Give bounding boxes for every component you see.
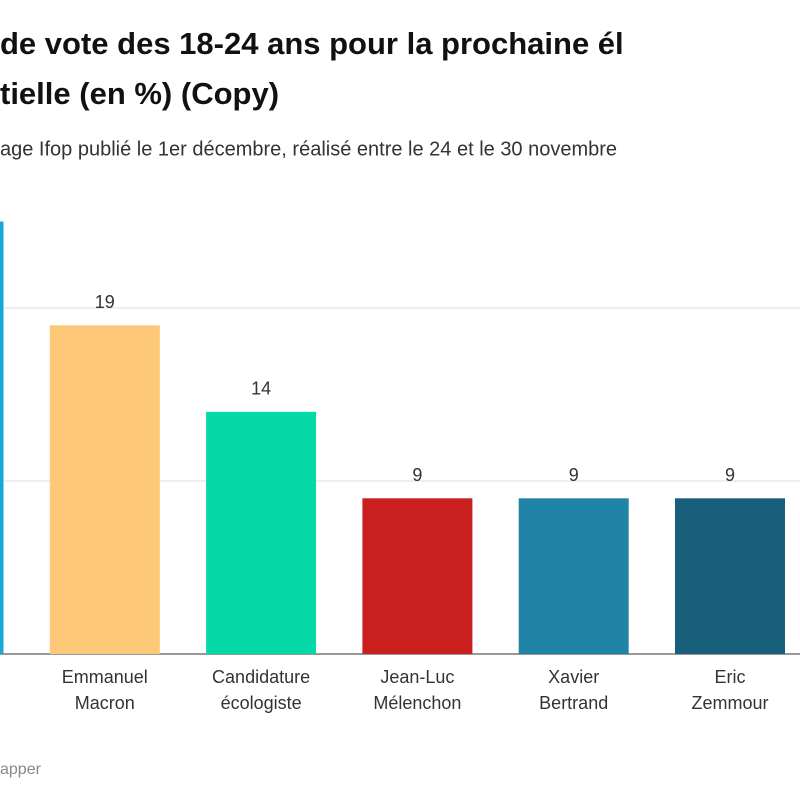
bar xyxy=(206,411,317,654)
bar xyxy=(518,498,629,654)
x-tick-label: Xavier Bertrand xyxy=(539,667,608,713)
bar xyxy=(49,325,160,654)
chart-title: tielle (en %) (Copy) xyxy=(0,76,279,111)
bar xyxy=(362,498,473,654)
x-tick-label: Emmanuel Macron xyxy=(62,667,148,713)
value-label: 14 xyxy=(251,379,271,399)
value-label: 9 xyxy=(725,465,735,485)
x-tick-label: Candidature écologiste xyxy=(212,667,310,713)
chart-subtitle: age Ifop publié le 1er décembre, réalisé… xyxy=(0,138,617,160)
bar xyxy=(0,221,4,654)
x-tick-label: Eric Zemmour xyxy=(691,667,768,713)
value-label: 9 xyxy=(412,465,422,485)
x-tick-label: Jean-Luc Mélenchon xyxy=(373,667,461,713)
value-label: 9 xyxy=(569,465,579,485)
source: apper xyxy=(0,761,42,778)
bar xyxy=(675,498,785,654)
chart-title: de vote des 18-24 ans pour la prochaine … xyxy=(0,26,624,61)
value-label: 19 xyxy=(95,292,115,312)
